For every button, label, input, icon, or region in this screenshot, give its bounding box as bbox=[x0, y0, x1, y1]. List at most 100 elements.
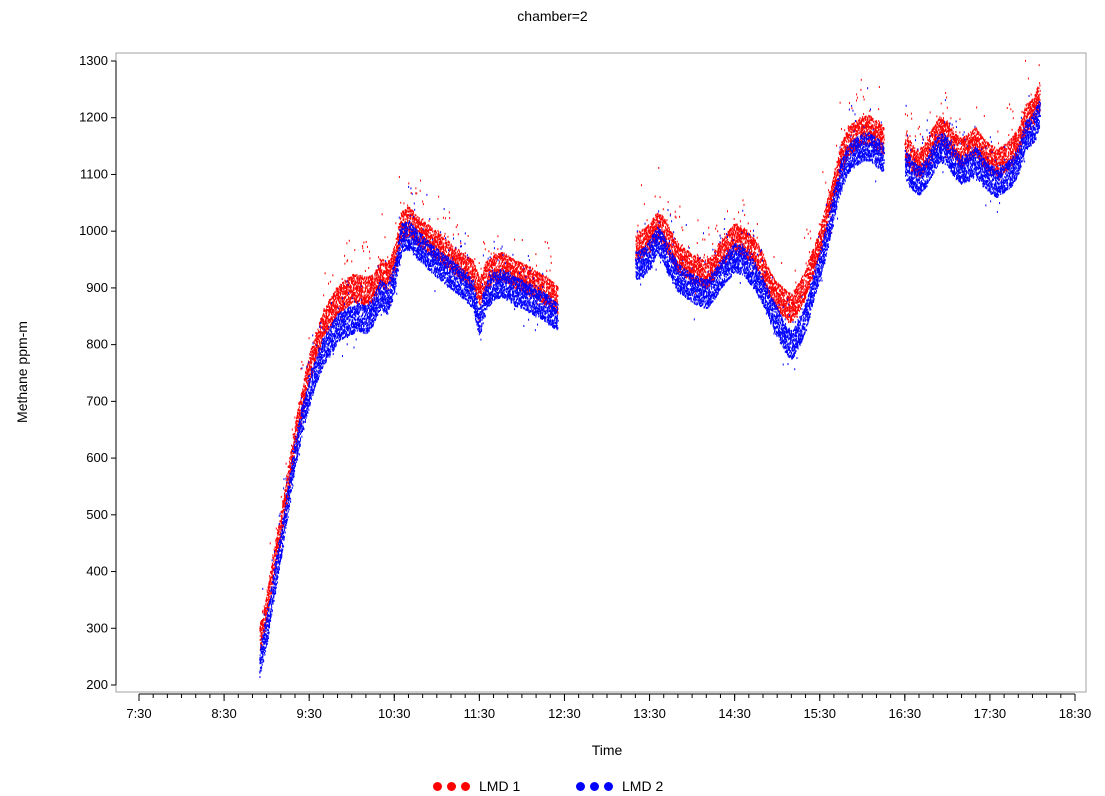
data-point bbox=[326, 317, 328, 320]
data-point bbox=[263, 627, 265, 630]
data-point bbox=[280, 520, 282, 523]
data-point bbox=[330, 316, 332, 319]
data-point bbox=[505, 253, 507, 256]
data-point bbox=[327, 326, 329, 329]
data-point bbox=[336, 297, 338, 300]
data-point bbox=[307, 383, 309, 386]
data-point bbox=[316, 338, 318, 341]
data-point bbox=[463, 260, 465, 263]
data-point bbox=[298, 417, 300, 420]
data-point bbox=[314, 350, 316, 353]
data-point bbox=[332, 296, 334, 299]
data-point bbox=[444, 247, 446, 250]
data-point bbox=[448, 240, 450, 243]
data-point bbox=[481, 274, 483, 277]
data-point bbox=[265, 617, 267, 620]
data-point bbox=[393, 246, 395, 249]
data-point bbox=[457, 233, 459, 236]
data-point bbox=[498, 257, 500, 260]
data-point bbox=[462, 253, 464, 256]
data-point bbox=[372, 278, 374, 281]
data-point bbox=[265, 603, 267, 606]
data-point bbox=[495, 253, 497, 256]
data-point bbox=[289, 466, 291, 469]
data-point bbox=[266, 594, 268, 597]
data-point bbox=[278, 529, 280, 532]
data-point bbox=[485, 274, 487, 277]
data-point bbox=[288, 460, 290, 463]
data-point bbox=[440, 236, 442, 239]
data-point bbox=[387, 262, 389, 265]
data-point bbox=[316, 341, 318, 344]
data-point bbox=[277, 538, 279, 541]
data-point bbox=[282, 510, 284, 513]
data-point bbox=[298, 402, 300, 405]
data-point bbox=[437, 238, 439, 241]
data-point bbox=[420, 223, 422, 226]
data-point bbox=[358, 275, 360, 278]
data-point bbox=[273, 560, 275, 563]
data-point bbox=[290, 451, 292, 454]
data-point bbox=[269, 580, 271, 583]
data-point bbox=[291, 463, 293, 466]
data-point bbox=[265, 618, 267, 621]
data-point bbox=[345, 289, 347, 292]
data-point bbox=[339, 307, 341, 310]
data-point bbox=[455, 251, 457, 254]
data-point bbox=[270, 593, 272, 596]
data-point bbox=[284, 496, 286, 499]
data-point bbox=[281, 514, 283, 517]
data-point bbox=[290, 458, 292, 461]
data-point bbox=[286, 501, 288, 504]
data-point bbox=[327, 324, 329, 327]
data-point bbox=[438, 244, 440, 247]
data-point bbox=[287, 475, 289, 478]
data-point bbox=[317, 328, 319, 331]
data-point bbox=[391, 255, 393, 258]
data-point bbox=[287, 465, 289, 468]
data-point bbox=[271, 582, 273, 585]
data-point bbox=[426, 228, 428, 231]
data-point bbox=[500, 264, 502, 267]
data-point bbox=[363, 279, 365, 282]
data-point bbox=[341, 296, 343, 299]
data-point bbox=[323, 327, 325, 330]
data-point bbox=[305, 392, 307, 395]
data-point bbox=[287, 495, 289, 498]
data-point bbox=[304, 378, 306, 381]
data-point bbox=[332, 293, 334, 296]
data-point bbox=[302, 397, 304, 400]
data-point bbox=[310, 362, 312, 365]
data-point bbox=[312, 358, 314, 361]
data-point bbox=[262, 629, 264, 632]
data-point bbox=[331, 307, 333, 310]
data-point bbox=[365, 283, 367, 286]
data-point bbox=[293, 433, 295, 436]
data-point bbox=[293, 459, 295, 462]
data-point bbox=[357, 294, 359, 297]
data-point bbox=[265, 599, 267, 602]
data-point bbox=[274, 553, 276, 556]
data-point bbox=[271, 572, 273, 575]
data-point bbox=[282, 523, 284, 526]
data-point bbox=[476, 269, 478, 272]
data-point bbox=[273, 548, 275, 551]
data-point bbox=[274, 546, 276, 549]
data-point bbox=[309, 364, 311, 367]
data-point bbox=[418, 219, 420, 222]
data-point bbox=[341, 296, 343, 299]
data-point bbox=[478, 291, 480, 294]
data-point bbox=[338, 297, 340, 300]
data-point bbox=[391, 260, 393, 263]
data-point bbox=[340, 290, 342, 293]
data-point bbox=[322, 323, 324, 326]
data-point bbox=[284, 498, 286, 501]
data-point bbox=[363, 241, 365, 244]
data-point bbox=[271, 575, 273, 578]
data-point bbox=[454, 249, 456, 252]
data-point bbox=[263, 605, 265, 608]
data-point bbox=[263, 609, 265, 612]
data-point bbox=[404, 209, 406, 212]
data-point bbox=[421, 221, 423, 224]
data-point bbox=[302, 411, 304, 414]
